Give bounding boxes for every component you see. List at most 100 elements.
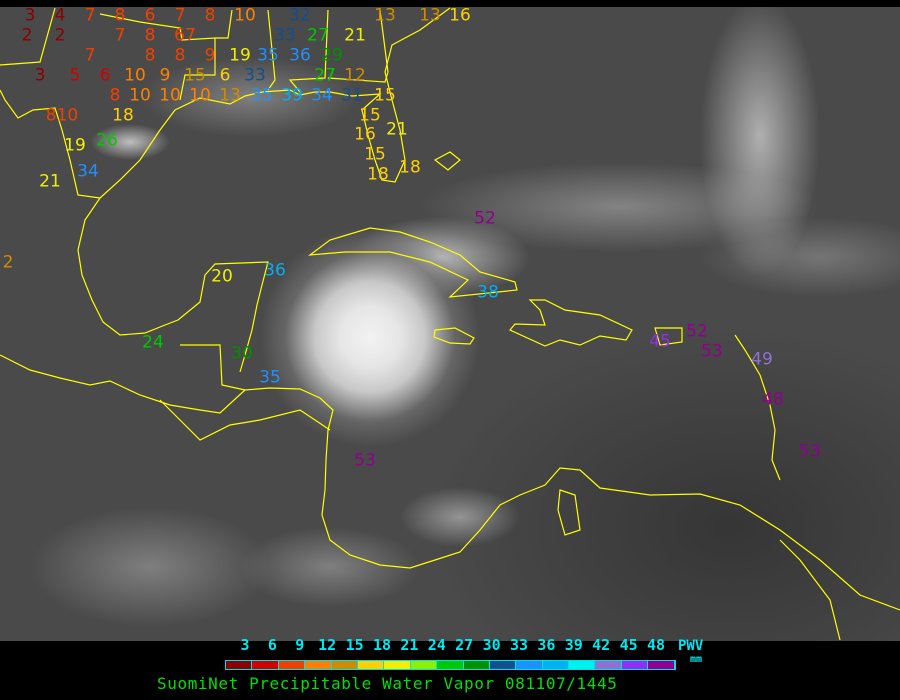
colorbar-tick-label: 9: [295, 636, 305, 654]
station-pwv-label: 5: [69, 65, 81, 86]
station-pwv-label: 36: [264, 260, 286, 281]
station-pwv-label: 31: [341, 85, 363, 106]
station-pwv-label: 10: [159, 85, 181, 106]
station-pwv-label: 15: [364, 144, 386, 165]
station-pwv-label: 53: [701, 341, 723, 362]
central-america-coast: [0, 354, 900, 611]
station-pwv-label: 36: [289, 45, 311, 66]
colorbar-tick-label: 27: [455, 636, 474, 654]
station-pwv-label: 10: [124, 65, 146, 86]
station-pwv-label: 35: [257, 45, 279, 66]
unit-label-pwv: PWV: [678, 638, 704, 654]
colorbar-swatch: [489, 661, 517, 669]
station-pwv-label: 34: [77, 161, 99, 182]
station-pwv-label: 15: [374, 85, 396, 106]
station-pwv-label: 15: [184, 65, 206, 86]
station-pwv-label: 6: [144, 7, 156, 26]
station-pwv-label: 52: [474, 208, 496, 229]
station-pwv-label: 13: [374, 7, 396, 26]
south-america-coast: [779, 539, 841, 641]
colorbar-swatch: [305, 661, 332, 669]
state-borders: [99, 13, 216, 101]
station-pwv-label: 810: [45, 105, 79, 126]
colorbar-swatch: [595, 661, 622, 669]
colorbar-tick-labels: 3 6 9 12 15 18 21 24 27 30 33 36 39 42 45 48: [226, 636, 676, 656]
station-pwv-label: 39: [281, 85, 303, 106]
colorbar-tick-label: 21: [400, 636, 419, 654]
station-pwv-label: 7: [114, 25, 126, 46]
station-pwv-label: 7: [84, 7, 96, 26]
colorbar-swatch: [410, 661, 438, 669]
station-pwv-label: 13: [219, 85, 241, 106]
station-pwv-label: 29: [321, 45, 343, 66]
colorbar-tick-label: 3: [240, 636, 250, 654]
station-pwv-label: 26: [96, 130, 118, 151]
colorbar-tick-label: 33: [509, 636, 529, 654]
station-pwv-label: 35: [251, 85, 273, 106]
station-pwv-label: 67: [174, 25, 196, 46]
station-pwv-label: 19: [64, 135, 86, 156]
station-pwv-label: 19: [229, 45, 251, 66]
colorbar-tick-label: 15: [345, 636, 364, 654]
puerto-rico-coast: [654, 327, 683, 346]
station-pwv-label: 49: [751, 349, 773, 370]
station-pwv-label: 30: [231, 343, 253, 364]
colorbar-swatch: [357, 661, 385, 669]
state-borders: [267, 9, 276, 91]
station-pwv-label: 8: [114, 7, 126, 26]
station-pwv-label: 10: [234, 7, 256, 26]
us-gulf-coast: [99, 7, 451, 199]
colorbar-swatch: [463, 661, 490, 669]
station-pwv-label: 53: [354, 450, 376, 471]
station-pwv-label: 18: [112, 105, 134, 126]
colorbar-swatch: [648, 661, 675, 669]
station-pwv-label: 33: [274, 25, 296, 46]
colorbar-tick-label: 18: [372, 636, 392, 654]
station-pwv-label: 21: [344, 25, 366, 46]
station-pwv-label: 21: [39, 171, 61, 192]
station-pwv-label: 6: [99, 65, 111, 86]
colorbar-swatch: [437, 661, 464, 669]
station-pwv-label: 35: [259, 367, 281, 388]
station-pwv-label: 8: [144, 25, 156, 46]
station-pwv-label: 2: [54, 25, 66, 46]
colorbar-tick-label: 42: [592, 636, 611, 654]
state-borders: [288, 9, 329, 93]
state-borders: [327, 9, 389, 83]
colorbar-tick-label: 6: [267, 636, 277, 654]
station-pwv-label: 24: [142, 332, 164, 353]
station-pwv-label: 34: [311, 85, 333, 106]
lake-maracaibo: [557, 489, 581, 536]
colorbar-tick-label: 24: [427, 636, 446, 654]
colorbar-swatch: [226, 661, 253, 669]
colorbar: [225, 660, 676, 670]
unit-label-mm: mm: [690, 654, 703, 665]
station-pwv-label: 16: [449, 7, 471, 26]
station-pwv-label: 2: [2, 252, 14, 273]
station-pwv-label: 18: [367, 164, 389, 185]
caption: SuomiNet Precipitable Water Vapor 081107…: [157, 674, 618, 693]
lesser-antilles-coast: [734, 334, 781, 481]
station-pwv-label: 52: [686, 321, 708, 342]
station-pwv-label: 4: [54, 7, 66, 26]
station-pwv-label: 33: [244, 65, 266, 86]
station-pwv-label: 2: [21, 25, 33, 46]
station-pwv-label: 13: [419, 7, 441, 26]
colorbar-tick-label: 36: [537, 636, 556, 654]
station-pwv-label: 27: [314, 65, 336, 86]
station-pwv-label: 27: [307, 25, 329, 46]
central-america-borders: [180, 344, 246, 391]
station-pwv-label: 16: [354, 124, 376, 145]
station-pwv-label: 8: [144, 45, 156, 66]
colorbar-swatch: [569, 661, 596, 669]
cuba-coast: [307, 227, 518, 298]
station-pwv-label: 38: [477, 282, 499, 303]
station-pwv-label: 9: [204, 45, 216, 66]
colorbar-swatch: [252, 661, 279, 669]
station-pwv-label: 6: [219, 65, 231, 86]
bahamas-coast: [433, 151, 461, 171]
station-pwv-label: 21: [386, 119, 408, 140]
state-borders: [0, 7, 56, 66]
station-pwv-label: 8: [109, 85, 121, 106]
